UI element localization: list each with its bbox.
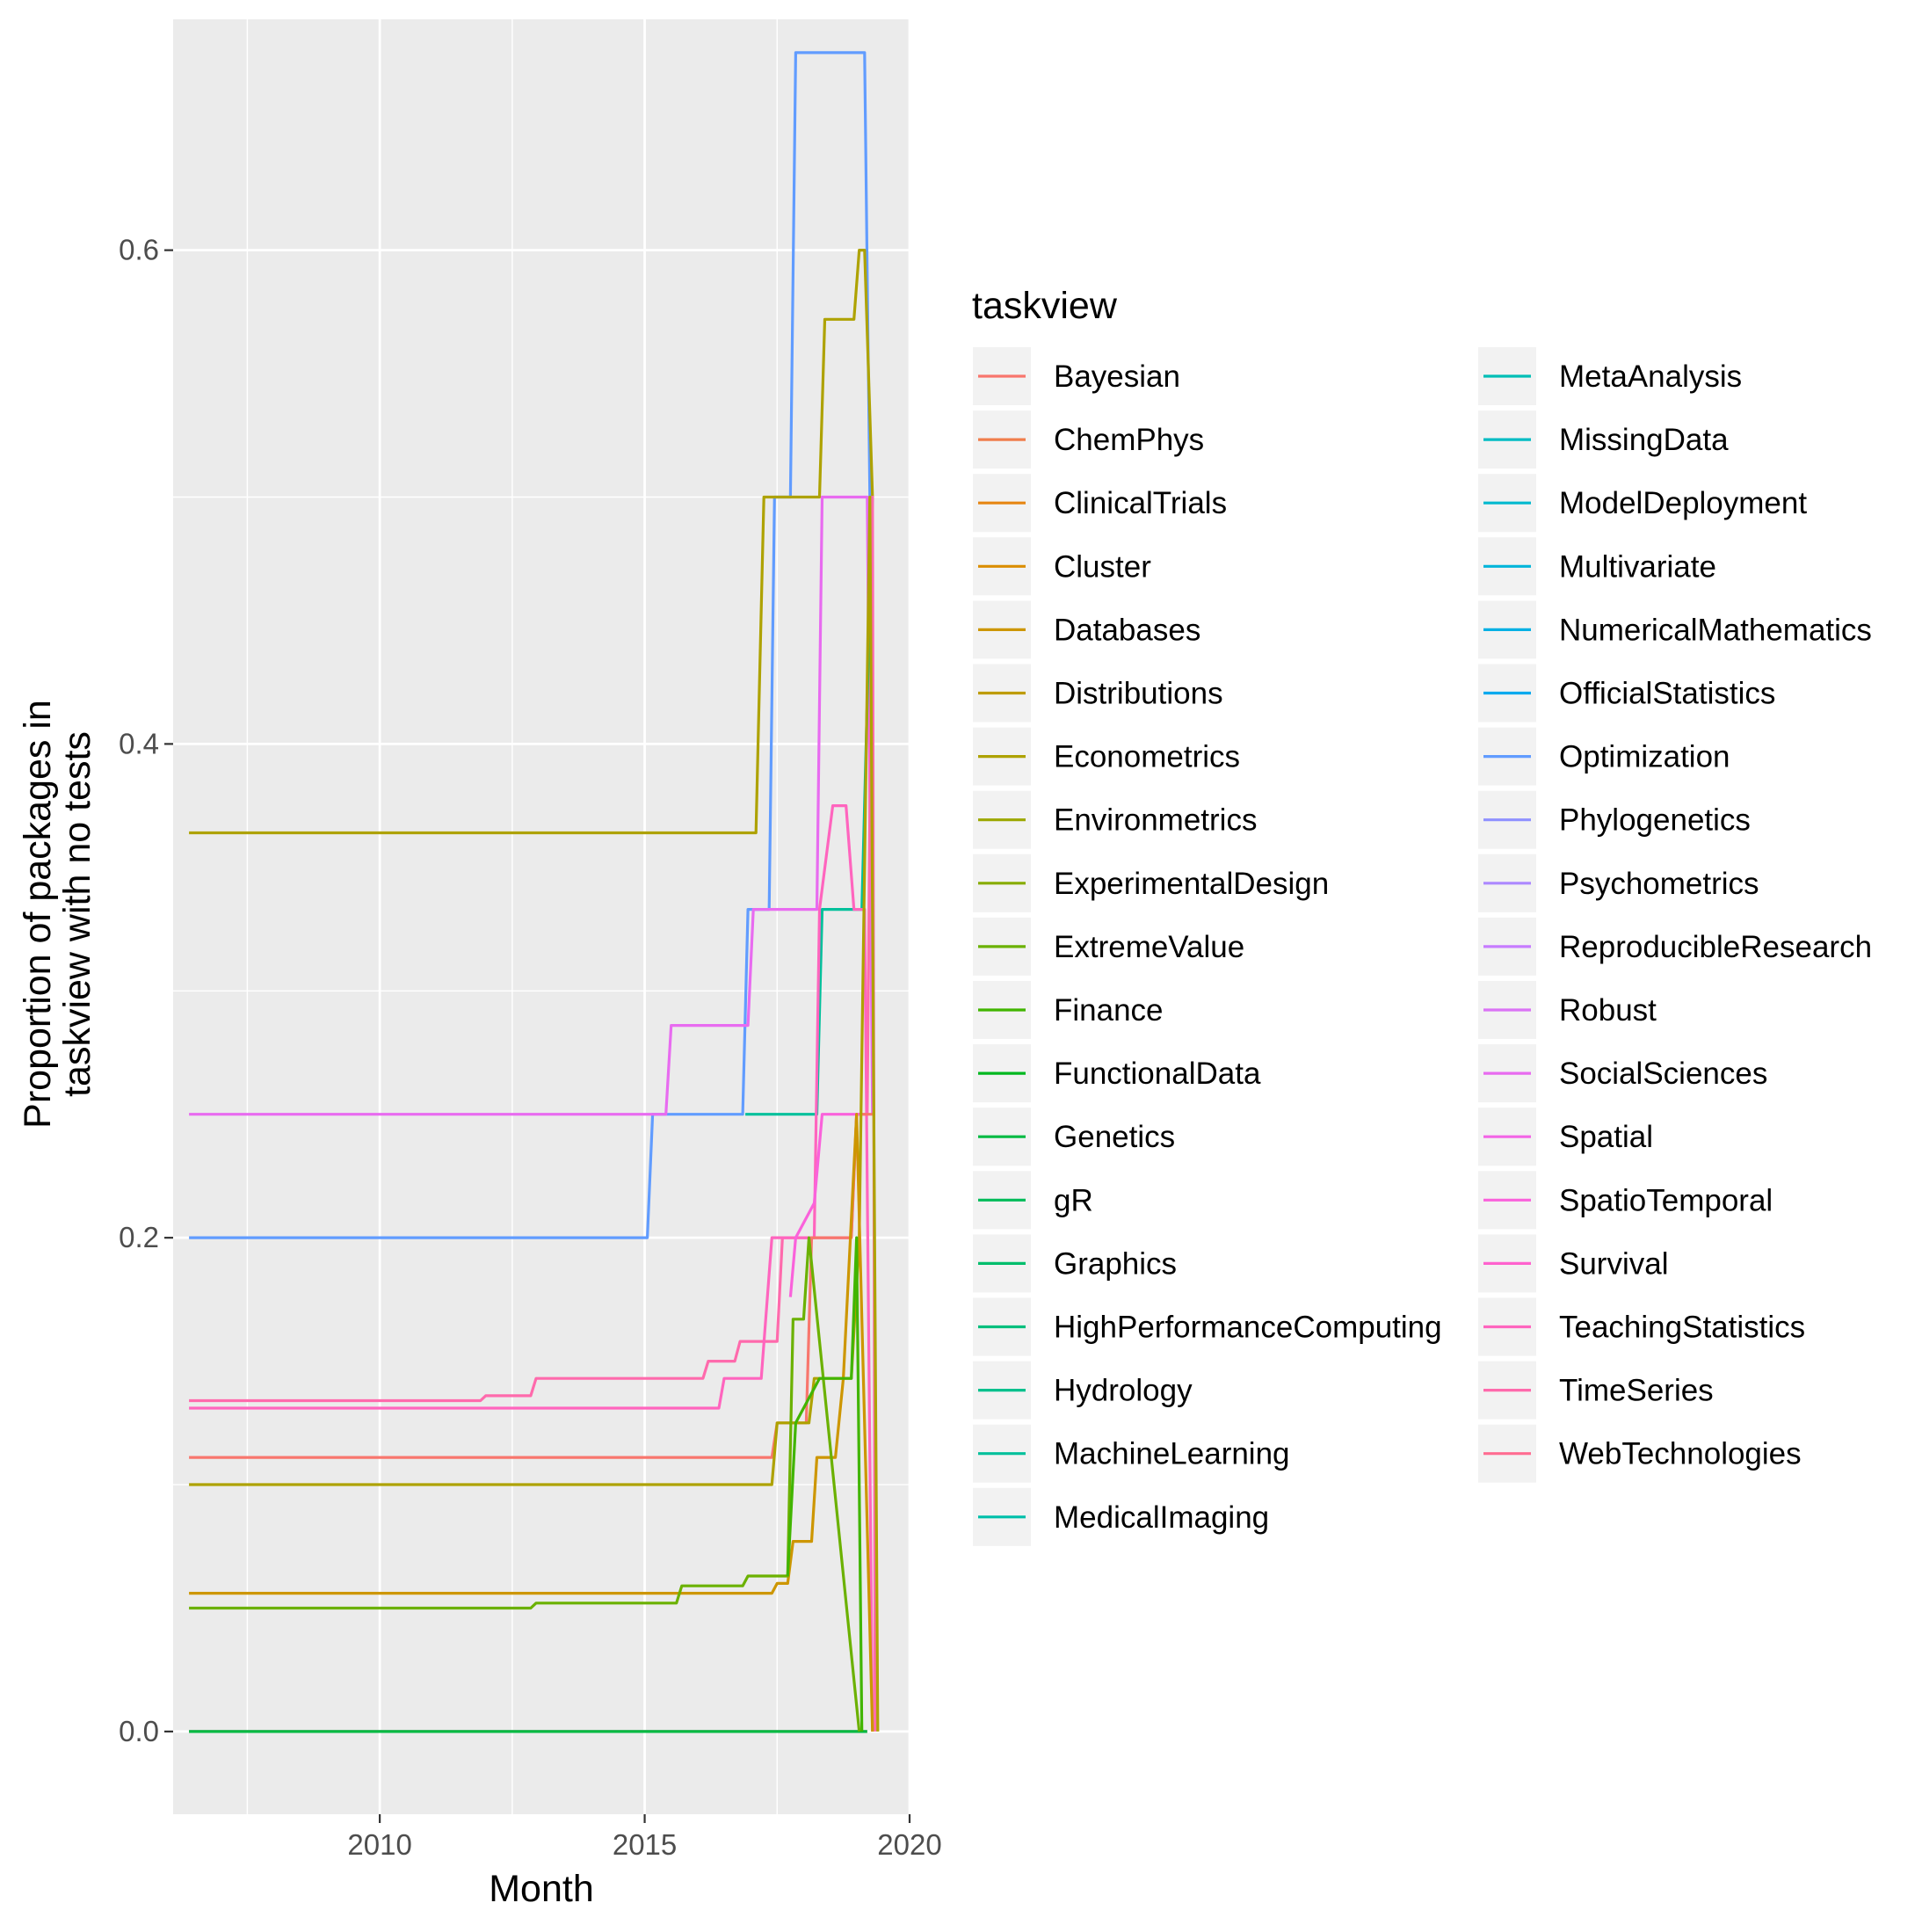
legend-label: Survival — [1559, 1246, 1668, 1281]
y-tick-label: 0.6 — [119, 234, 159, 266]
legend-item-Graphics: Graphics — [973, 1234, 1177, 1293]
y-tick-label: 0.0 — [119, 1715, 159, 1747]
x-axis-title: Month — [489, 1868, 594, 1910]
legend-item-gR: gR — [973, 1171, 1093, 1230]
series-line-TeachingStatistics — [189, 804, 874, 1732]
legend-label: ExperimentalDesign — [1054, 867, 1329, 901]
legend-item-ClinicalTrials: ClinicalTrials — [973, 474, 1227, 533]
legend-label: Hydrology — [1054, 1374, 1193, 1408]
legend-item-Survival: Survival — [1478, 1234, 1668, 1293]
x-tick-label: 2010 — [347, 1828, 411, 1861]
legend-label: gR — [1054, 1183, 1093, 1217]
series-line-Econometrics — [189, 249, 874, 835]
legend-label: Distributions — [1054, 677, 1223, 711]
legend-label: FunctionalData — [1054, 1057, 1261, 1091]
legend-label: OfficialStatistics — [1559, 677, 1775, 711]
legend-item-Spatial: Spatial — [1478, 1108, 1653, 1166]
y-tick-label: 0.4 — [119, 727, 159, 759]
legend-label: ReproducibleResearch — [1559, 930, 1872, 964]
series-line-Econometrics — [189, 495, 880, 1732]
legend: Bayesian ChemPhys ClinicalTrials Cluster Dat… — [973, 347, 1872, 1546]
legend-label: NumericalMathematics — [1559, 613, 1872, 647]
legend-label: MedicalImaging — [1054, 1500, 1269, 1535]
legend-label: MachineLearning — [1054, 1437, 1290, 1471]
series-line-ExtremeValue — [189, 1236, 861, 1732]
series-line-Databases — [189, 1113, 874, 1732]
legend-label: MissingData — [1559, 423, 1729, 457]
legend-label: Bayesian — [1054, 360, 1180, 394]
legend-label: Phylogenetics — [1559, 803, 1751, 838]
legend-label: Databases — [1054, 613, 1200, 647]
legend-item-MedicalImaging: MedicalImaging — [973, 1487, 1269, 1546]
legend-item-Econometrics: Econometrics — [973, 727, 1240, 786]
legend-label: TeachingStatistics — [1559, 1311, 1805, 1345]
y-tick-label: 0.2 — [119, 1221, 159, 1253]
y-axis-title-line-2: taskview with no tests — [56, 731, 98, 1097]
legend-item-Bayesian: Bayesian — [973, 347, 1180, 405]
legend-item-ModelDeployment: ModelDeployment — [1478, 474, 1807, 533]
legend-label: WebTechnologies — [1559, 1437, 1802, 1471]
legend-label: Robust — [1559, 993, 1657, 1028]
series-line-Finance — [786, 1236, 864, 1732]
legend-label: SocialSciences — [1559, 1057, 1767, 1091]
legend-item-Robust: Robust — [1478, 981, 1657, 1039]
axes: 2010 2015 2020 0.0 0.2 0.4 0.6 — [119, 234, 942, 1861]
legend-label: Optimization — [1559, 740, 1730, 774]
legend-label: Spatial — [1559, 1120, 1653, 1154]
legend-item-Multivariate: Multivariate — [1478, 537, 1716, 596]
legend-label: Econometrics — [1054, 740, 1240, 774]
legend-item-Environmetrics: Environmetrics — [973, 790, 1257, 849]
legend-title: taskview — [972, 285, 1118, 327]
legend-label: Graphics — [1054, 1246, 1177, 1281]
legend-item-Phylogenetics: Phylogenetics — [1478, 790, 1751, 849]
legend-label: ExtremeValue — [1054, 930, 1244, 964]
legend-item-ExtremeValue: ExtremeValue — [973, 917, 1244, 976]
legend-item-OfficialStatistics: OfficialStatistics — [1478, 664, 1775, 723]
plot-panel — [173, 19, 910, 1814]
legend-label: Psychometrics — [1559, 867, 1759, 901]
legend-label: SpatioTemporal — [1559, 1183, 1773, 1217]
legend-item-NumericalMathematics: NumericalMathematics — [1478, 600, 1872, 659]
legend-item-SpatioTemporal: SpatioTemporal — [1478, 1171, 1773, 1230]
series-line-SocialSciences — [189, 495, 874, 1116]
legend-item-Optimization: Optimization — [1478, 727, 1730, 786]
legend-item-Hydrology: Hydrology — [973, 1361, 1193, 1420]
series-line-SpatioTemporal — [788, 1113, 862, 1297]
legend-item-HighPerformanceComputing: HighPerformanceComputing — [973, 1297, 1442, 1356]
legend-item-Databases: Databases — [973, 600, 1200, 659]
legend-item-ExperimentalDesign: ExperimentalDesign — [973, 853, 1329, 912]
legend-item-MachineLearning: MachineLearning — [973, 1424, 1290, 1483]
legend-item-MetaAnalysis: MetaAnalysis — [1478, 347, 1742, 405]
legend-label: ModelDeployment — [1559, 486, 1807, 520]
legend-item-ReproducibleResearch: ReproducibleResearch — [1478, 917, 1872, 976]
legend-item-Finance: Finance — [973, 981, 1164, 1039]
series-lines — [189, 51, 880, 1733]
legend-label: Genetics — [1054, 1120, 1175, 1154]
legend-item-Genetics: Genetics — [973, 1108, 1175, 1166]
legend-item-Cluster: Cluster — [973, 537, 1151, 596]
x-tick-label: 2020 — [877, 1828, 941, 1861]
legend-label: Cluster — [1054, 549, 1151, 584]
legend-label: MetaAnalysis — [1559, 360, 1742, 394]
legend-item-TimeSeries: TimeSeries — [1478, 1361, 1714, 1420]
legend-label: Multivariate — [1559, 549, 1716, 584]
y-axis-title-line-1: Proportion of packages in — [17, 700, 59, 1129]
legend-item-MissingData: MissingData — [1478, 410, 1729, 469]
legend-label: Environmetrics — [1054, 803, 1257, 838]
legend-item-ChemPhys: ChemPhys — [973, 410, 1204, 469]
legend-label: HighPerformanceComputing — [1054, 1311, 1442, 1345]
legend-label: ChemPhys — [1054, 423, 1204, 457]
legend-item-FunctionalData: FunctionalData — [973, 1044, 1261, 1103]
legend-item-SocialSciences: SocialSciences — [1478, 1044, 1767, 1103]
legend-item-WebTechnologies: WebTechnologies — [1478, 1424, 1802, 1483]
legend-item-TeachingStatistics: TeachingStatistics — [1478, 1297, 1805, 1356]
legend-item-Psychometrics: Psychometrics — [1478, 853, 1759, 912]
legend-label: TimeSeries — [1559, 1374, 1714, 1408]
x-tick-label: 2015 — [613, 1828, 677, 1861]
legend-label: Finance — [1054, 993, 1164, 1028]
legend-item-Distributions: Distributions — [973, 664, 1223, 723]
legend-label: ClinicalTrials — [1054, 486, 1227, 520]
